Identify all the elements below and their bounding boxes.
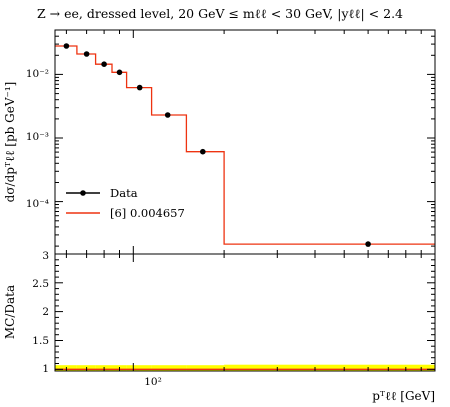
data-point <box>63 43 70 49</box>
main-y-tick-label: 10⁻² <box>26 68 49 80</box>
ratio-uncertainty-band <box>126 365 152 371</box>
legend-data-marker <box>80 190 86 196</box>
legend: Data [6] 0.004657 <box>66 186 185 220</box>
data-point <box>365 241 371 247</box>
ratio-frame <box>54 253 436 372</box>
ratio-y-tick-label: 2 <box>42 306 49 318</box>
ratio-y-tick-label: 2.5 <box>32 278 49 290</box>
ratio-y-tick-label: 3 <box>42 250 49 262</box>
ratio-y-tick-label: 1 <box>42 363 49 375</box>
main-y-tick-label: 10⁻³ <box>26 131 49 143</box>
data-point <box>200 148 206 155</box>
data-point <box>164 112 171 118</box>
x-axis-label: pᵀℓℓ [GeV] <box>372 389 435 403</box>
ratio-uncertainty-band <box>186 365 225 371</box>
ratio-y-axis-label: MC/Data <box>3 285 17 339</box>
main-panel: 10⁻⁴ 10⁻³ 10⁻² dσ/dpᵀℓℓ [pb GeV⁻¹] Data … <box>3 29 436 255</box>
data-point <box>136 84 143 91</box>
x-tick-label: 10² <box>144 376 162 388</box>
data-point <box>116 69 123 76</box>
ratio-uncertainty-band <box>224 364 435 371</box>
data-point <box>101 61 107 67</box>
main-y-axis-label: dσ/dpᵀℓℓ [pb GeV⁻¹] <box>3 82 17 203</box>
main-y-tick-label: 10⁻⁴ <box>26 198 49 210</box>
legend-data-label: Data <box>110 186 138 200</box>
legend-mc-label: [6] 0.004657 <box>110 206 185 220</box>
ratio-panel: 1 1.5 2 2.5 3 10² MC/Data pᵀℓℓ [GeV] <box>3 250 436 403</box>
chart-title: Z → ee, dressed level, 20 GeV ≤ mℓℓ < 30… <box>37 6 403 21</box>
ratio-uncertainty-band <box>151 365 187 371</box>
ratio-y-tick-label: 1.5 <box>32 335 49 347</box>
data-point <box>83 51 90 57</box>
